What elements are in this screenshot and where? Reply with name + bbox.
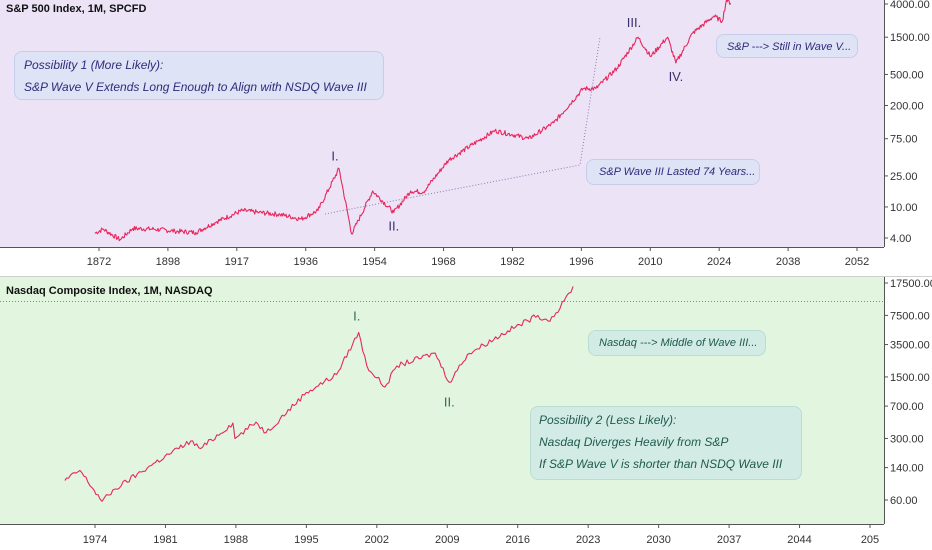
- x-tick-label: 2010: [638, 256, 662, 268]
- sp-wave-iii-duration-text: S&P Wave III Lasted 74 Years...: [599, 166, 756, 178]
- y-tick-label: 4000.00: [890, 0, 930, 11]
- possibility-2-line-1: Possibility 2 (Less Likely):: [539, 413, 677, 427]
- y-tick-label: 1500.00: [890, 372, 930, 384]
- x-tick-label: 1982: [500, 256, 524, 268]
- wave-label: I.: [331, 149, 338, 164]
- x-tick-label: 1936: [293, 256, 317, 268]
- possibility-2-line-2: Nasdaq Diverges Heavily from S&P: [539, 435, 729, 449]
- y-tick-label: 140.00: [890, 463, 924, 475]
- x-tick-label: 1898: [156, 256, 180, 268]
- price-series-line: [64, 286, 574, 502]
- x-tick-label: 2009: [435, 534, 459, 546]
- y-tick-label: 60.00: [890, 495, 918, 507]
- y-tick-label: 200.00: [890, 100, 924, 112]
- y-tick-label: 500.00: [890, 69, 924, 81]
- nasdaq-wave-box: Nasdaq ---> Middle of Wave III...: [588, 330, 766, 356]
- possibility-1-line-1: Possibility 1 (More Likely):: [24, 58, 164, 72]
- x-tick-label: 2002: [365, 534, 389, 546]
- x-tick-label: 1974: [83, 534, 107, 546]
- x-tick-label: 2024: [707, 256, 731, 268]
- sp-wave-v-box: S&P ---> Still in Wave V...: [716, 34, 858, 58]
- y-tick-label: 1500.00: [890, 32, 930, 44]
- x-tick-label: 2016: [505, 534, 529, 546]
- x-tick-label: 2023: [576, 534, 600, 546]
- x-tick-label: 1996: [569, 256, 593, 268]
- wave-label: I.: [353, 308, 360, 323]
- possibility-1-line-2: S&P Wave V Extends Long Enough to Align …: [24, 80, 367, 94]
- y-tick-label: 300.00: [890, 433, 924, 445]
- y-tick-label: 4.00: [890, 233, 911, 245]
- wave-label: III.: [627, 15, 641, 30]
- y-tick-label: 7500.00: [890, 310, 930, 322]
- nasdaq-wave-text: Nasdaq ---> Middle of Wave III...: [599, 337, 758, 349]
- x-tick-label: 1981: [153, 534, 177, 546]
- x-tick-label: 1917: [225, 256, 249, 268]
- wave-label: II.: [444, 394, 455, 409]
- sp-wave-v-text: S&P ---> Still in Wave V...: [727, 41, 852, 53]
- x-tick-label: 1954: [362, 256, 386, 268]
- x-tick-label: 2037: [717, 534, 741, 546]
- possibility-2-box: Possibility 2 (Less Likely): Nasdaq Dive…: [530, 406, 802, 480]
- x-tick-label: 2044: [787, 534, 811, 546]
- x-tick-label: 1968: [431, 256, 455, 268]
- bottom-panel-title: Nasdaq Composite Index, 1M, NASDAQ: [6, 285, 213, 297]
- y-tick-label: 700.00: [890, 401, 924, 413]
- y-tick-label: 17500.00: [890, 278, 932, 290]
- y-tick-label: 25.00: [890, 171, 918, 183]
- bottom-panel-background: [0, 277, 884, 524]
- x-tick-label: 1995: [294, 534, 318, 546]
- x-tick-label: 1988: [224, 534, 248, 546]
- x-tick-label: 205: [861, 534, 879, 546]
- y-tick-label: 75.00: [890, 134, 918, 146]
- y-tick-label: 10.00: [890, 202, 918, 214]
- top-panel-title: S&P 500 Index, 1M, SPCFD: [6, 3, 146, 15]
- x-tick-label: 2038: [776, 256, 800, 268]
- wave-label: IV.: [669, 69, 684, 84]
- y-tick-label: 3500.00: [890, 340, 930, 352]
- sp-wave-iii-duration-box: S&P Wave III Lasted 74 Years...: [586, 159, 760, 185]
- x-tick-label: 2052: [845, 256, 869, 268]
- x-tick-label: 2030: [646, 534, 670, 546]
- price-series-line: [94, 0, 732, 242]
- possibility-2-line-3: If S&P Wave V is shorter than NSDQ Wave …: [539, 457, 783, 471]
- possibility-1-box: Possibility 1 (More Likely): S&P Wave V …: [14, 51, 384, 100]
- x-tick-label: 1872: [87, 256, 111, 268]
- wave-label: II.: [388, 218, 399, 233]
